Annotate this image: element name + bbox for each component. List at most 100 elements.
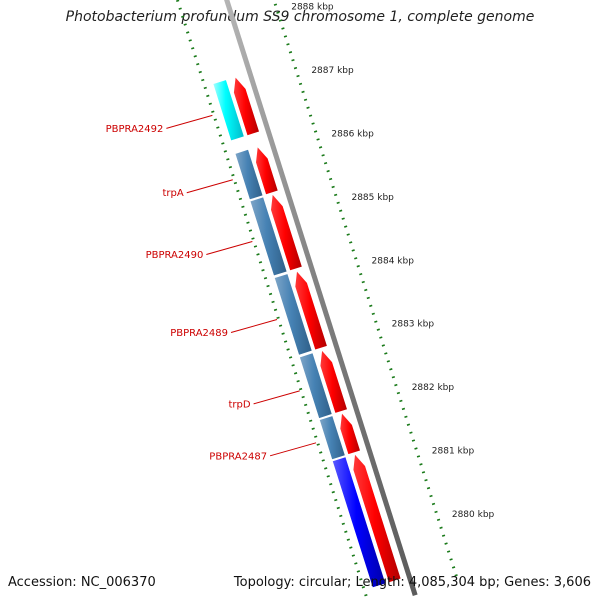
minor-tick (369, 304, 373, 308)
inner-minor-tick (298, 387, 303, 391)
minor-tick (376, 328, 380, 331)
gene-label-PBPRA2490[interactable]: PBPRA2490 (146, 250, 204, 261)
inner-minor-tick (324, 467, 328, 470)
minor-tick (359, 272, 363, 276)
tick-label-2887: 2887 kbp (311, 66, 354, 76)
label-leader-trpA (186, 179, 233, 194)
gene-label-PBPRA2492[interactable]: PBPRA2492 (106, 124, 164, 135)
inner-minor-tick (211, 110, 215, 113)
inner-minor-tick (316, 443, 320, 446)
tick-label-2884: 2884 kbp (372, 256, 415, 266)
gene-label-PBPRA2489[interactable]: PBPRA2489 (170, 328, 228, 339)
inner-minor-tick (248, 229, 253, 232)
inner-minor-tick (319, 451, 323, 454)
inner-minor-tick (341, 522, 345, 526)
minor-tick (296, 74, 300, 78)
gene-label-PBPRA2487[interactable]: PBPRA2487 (209, 451, 267, 462)
tick-label-2880: 2880 kbp (452, 510, 495, 520)
inner-minor-tick (213, 118, 217, 121)
inner-minor-tick (293, 372, 298, 375)
inner-minor-tick (238, 197, 243, 201)
inner-minor-tick (196, 62, 200, 66)
inner-minor-tick (286, 348, 290, 351)
minor-tick (431, 502, 436, 506)
minor-tick (356, 265, 360, 268)
inner-minor-tick (303, 403, 308, 407)
minor-tick (283, 35, 288, 38)
minor-tick (444, 542, 448, 545)
scale-ticks-layer: 2888 kbp 2887 kbp 2886 kbp 2885 kbp 2884 kbp… (175, 0, 495, 597)
inner-minor-tick (351, 554, 356, 557)
backbone-layer (224, 0, 418, 596)
label-leader-trpD (253, 390, 300, 405)
cds-arrow-trpA[interactable] (255, 145, 279, 196)
product-feature-PBPRA2489[interactable] (273, 273, 313, 356)
minor-tick (328, 177, 333, 181)
tick-label-2881: 2881 kbp (432, 446, 475, 456)
gene-label-trpD[interactable]: trpD (229, 399, 251, 410)
cds-features-layer (233, 75, 402, 584)
tick-label-2886: 2886 kbp (331, 129, 374, 139)
cds-arrow-PBPRA2487[interactable] (339, 411, 362, 456)
inner-minor-tick (271, 300, 275, 304)
inner-minor-tick (354, 562, 358, 565)
cds-arrow-trpD[interactable] (319, 349, 349, 414)
inner-minor-tick (281, 332, 285, 335)
inner-minor-tick (178, 7, 182, 10)
minor-tick (386, 360, 391, 363)
cds-arrow-PBPRA2489[interactable] (294, 269, 328, 351)
inner-minor-tick (344, 530, 348, 533)
minor-tick (414, 447, 418, 450)
cds-arrow-blue-gene[interactable] (352, 452, 402, 584)
inner-minor-tick (334, 498, 338, 502)
product-feature-PBPRA2492[interactable] (212, 79, 245, 142)
product-feature-PBPRA2487[interactable] (318, 415, 346, 461)
inner-minor-tick (361, 586, 366, 589)
minor-tick (361, 280, 365, 284)
minor-tick (404, 415, 408, 419)
minor-tick (374, 320, 378, 323)
inner-minor-tick (183, 23, 187, 26)
minor-tick (346, 233, 350, 236)
inner-minor-tick (188, 39, 192, 42)
inner-minor-tick (326, 475, 330, 478)
product-feature-trpA[interactable] (234, 148, 264, 201)
minor-tick (311, 122, 315, 125)
inner-minor-tick (193, 55, 197, 58)
minor-tick (351, 249, 355, 252)
minor-tick (419, 463, 423, 466)
gene-label-trpA[interactable]: trpA (163, 188, 184, 199)
minor-tick (303, 98, 308, 102)
minor-tick (306, 106, 310, 109)
product-feature-trpD[interactable] (298, 352, 333, 420)
inner-minor-tick (266, 284, 270, 288)
inner-minor-tick (221, 142, 225, 145)
minor-tick (336, 201, 340, 205)
cds-arrow-PBPRA2490[interactable] (270, 193, 303, 272)
inner-minor-tick (339, 514, 343, 518)
minor-tick (326, 169, 330, 173)
minor-tick (278, 19, 283, 22)
tick-label-2888: 2888 kbp (291, 3, 334, 13)
minor-tick (401, 407, 406, 411)
inner-minor-tick (203, 86, 207, 90)
minor-tick (384, 352, 388, 355)
inner-minor-tick (261, 269, 265, 272)
minor-tick (341, 217, 345, 220)
minor-tick (439, 526, 443, 529)
product-feature-PBPRA2490[interactable] (249, 196, 288, 277)
minor-tick (379, 336, 383, 339)
minor-tick (318, 146, 323, 149)
inner-minor-tick (346, 538, 350, 541)
genome-summary-text: Topology: circular; Length: 4,085,304 bp… (233, 575, 591, 590)
minor-tick (333, 193, 338, 197)
inner-minor-tick (241, 205, 245, 209)
inner-minor-tick (296, 379, 300, 383)
minor-tick (396, 391, 401, 395)
inner-minor-tick (321, 459, 325, 462)
product-feature-blue-gene[interactable] (331, 456, 387, 589)
cds-arrow-PBPRA2492[interactable] (233, 75, 261, 137)
minor-tick (366, 296, 370, 300)
backbone-track (224, 0, 418, 596)
